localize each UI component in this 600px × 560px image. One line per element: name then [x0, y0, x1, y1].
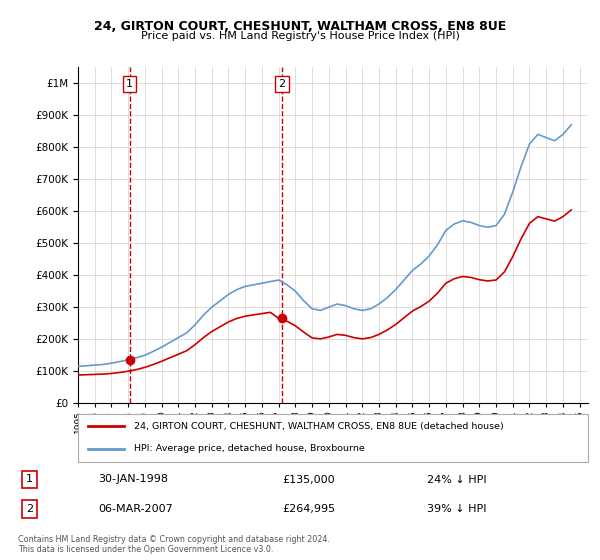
- Text: 1: 1: [26, 474, 33, 484]
- Text: 2: 2: [26, 504, 33, 514]
- Text: 1: 1: [126, 79, 133, 89]
- Text: £135,000: £135,000: [283, 474, 335, 484]
- Text: £264,995: £264,995: [283, 504, 336, 514]
- Text: 24, GIRTON COURT, CHESHUNT, WALTHAM CROSS, EN8 8UE (detached house): 24, GIRTON COURT, CHESHUNT, WALTHAM CROS…: [134, 422, 504, 431]
- Text: Price paid vs. HM Land Registry's House Price Index (HPI): Price paid vs. HM Land Registry's House …: [140, 31, 460, 41]
- Text: HPI: Average price, detached house, Broxbourne: HPI: Average price, detached house, Brox…: [134, 444, 365, 453]
- Text: 39% ↓ HPI: 39% ↓ HPI: [427, 504, 486, 514]
- Text: 06-MAR-2007: 06-MAR-2007: [98, 504, 173, 514]
- Text: 2: 2: [278, 79, 285, 89]
- FancyBboxPatch shape: [78, 414, 588, 462]
- Text: 30-JAN-1998: 30-JAN-1998: [98, 474, 169, 484]
- Text: 24, GIRTON COURT, CHESHUNT, WALTHAM CROSS, EN8 8UE: 24, GIRTON COURT, CHESHUNT, WALTHAM CROS…: [94, 20, 506, 32]
- Text: 24% ↓ HPI: 24% ↓ HPI: [427, 474, 487, 484]
- Text: Contains HM Land Registry data © Crown copyright and database right 2024.
This d: Contains HM Land Registry data © Crown c…: [18, 535, 330, 554]
